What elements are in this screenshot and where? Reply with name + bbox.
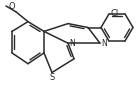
Text: Cl: Cl — [111, 9, 119, 18]
Text: N: N — [102, 39, 107, 48]
Text: N: N — [69, 39, 75, 48]
Text: O: O — [8, 2, 15, 11]
Text: S: S — [49, 73, 55, 82]
